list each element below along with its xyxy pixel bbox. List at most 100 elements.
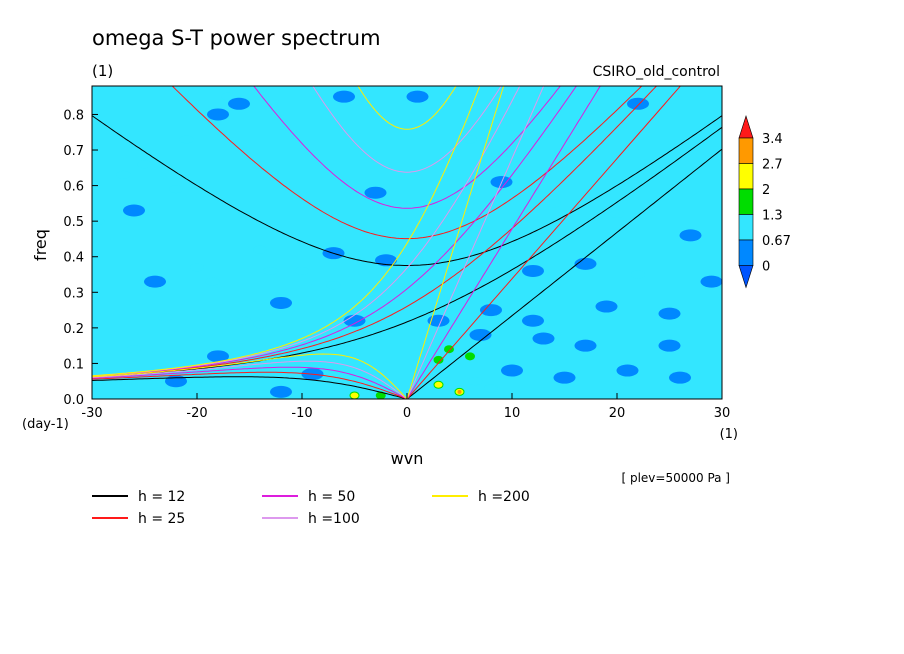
contour-patch [228,97,250,110]
contour-patch [700,275,722,288]
contour-patch [468,377,483,386]
chart-subtitle-left: (1) [92,62,113,80]
contour-patch [484,384,498,393]
legend-label: h = 50 [308,489,355,505]
contour-patch [522,264,544,277]
contour-patch [270,385,292,398]
colorbar-label: 3.4 [762,132,783,147]
contour-patch [179,135,194,144]
colorbar-label: 0.67 [762,234,791,249]
dispersion-curve [92,86,521,377]
contour-patch [207,350,229,363]
y-tick-label: 0.7 [63,144,84,159]
contour-patch [221,92,236,101]
colorbar-label: 2 [762,183,770,198]
dispersion-curve [92,353,408,399]
contour-patch [169,185,183,194]
x-tick-label: 20 [609,406,626,421]
footnote: [ plev=50000 Pa ] [621,471,730,485]
contour-patch [190,263,204,272]
contour-patch [501,364,523,377]
contour-patch [295,266,309,275]
contour-patch [463,135,477,144]
x-axis: -30 -20 -10 0 10 20 30 [81,393,730,421]
contour-patch [444,345,454,354]
contour-patch [669,371,691,384]
x-tick-label: -10 [291,406,312,421]
dispersion-curve [357,86,457,130]
contour-patch [595,300,618,313]
dispersion-curve [92,86,658,378]
y-tick-label: 0.0 [63,393,84,408]
contour-patch [123,204,145,217]
contour-patch [469,328,492,341]
x-axis-unit: (1) [720,427,738,442]
colorbar-segment [738,214,754,241]
contour-patch [610,210,624,219]
colorbar: 3.4 2.7 2 1.3 0.67 0 [738,115,791,289]
dispersion-curve [406,86,545,399]
contour-patch [263,266,278,275]
contour-patch [127,345,141,354]
contour-patch [532,332,555,345]
legend-label: h = 25 [138,511,185,527]
legend-label: h = 12 [138,489,185,505]
x-tick-label: -20 [186,406,207,421]
colorbar-segment [738,163,754,190]
contour-patch [343,314,366,327]
x-tick-label: 10 [504,406,521,421]
dispersion-curve [92,126,722,378]
contour-patch [270,296,292,309]
colorbar-segment [738,137,754,164]
contour-patch [205,277,220,286]
dispersion-curve [406,86,601,399]
contour-patch [92,217,105,226]
contour-patch [406,90,429,103]
y-tick-label: 0.1 [63,357,84,372]
y-tick-label: 0.3 [63,286,84,301]
dispersion-curve [312,86,502,173]
contour-patch [658,339,681,352]
colorbar-label: 1.3 [762,209,783,224]
colorbar-segment [738,239,754,266]
y-tick-label: 0.8 [63,108,84,123]
contour-patch [158,313,173,322]
dispersion-curve [406,86,682,399]
contour-patch [364,186,387,199]
x-tick-label: 30 [714,406,731,421]
contour-patch [253,320,267,329]
contour-patch [522,314,544,327]
y-axis: 0.0 0.1 0.2 0.3 0.4 0.5 0.6 0.7 0.8 [63,108,98,408]
contour-patch [616,364,639,377]
dispersion-curve [92,86,577,377]
y-axis-label: freq [31,229,50,261]
contour-patch [116,170,131,179]
y-axis-unit: (day-1) [22,417,69,432]
colorbar-segment [738,188,754,215]
x-tick-label: -30 [81,406,102,421]
legend-label: h =100 [308,511,360,527]
contour-patch [547,199,561,208]
dispersion-curve [406,86,505,399]
colorbar-min-arrow [738,265,754,289]
contour-patch [350,392,359,399]
contour-patch [480,304,502,317]
dispersion-curve [92,86,481,377]
contour-patch [442,355,456,364]
dispersion-curve [406,148,722,399]
colorbar-label: 0 [762,260,770,275]
dispersion-curve [253,86,561,209]
plot-area [91,85,723,400]
y-tick-label: 0.5 [63,215,84,230]
contour-patch [253,245,267,254]
contour-patch [426,366,441,375]
dispersion-curve [92,371,408,399]
contour-patch [658,307,681,320]
dispersion-curve [92,376,408,399]
y-tick-label: 0.2 [63,322,84,337]
y-tick-label: 0.4 [63,251,84,266]
chart-subtitle-right: CSIRO_old_control [593,64,720,80]
contour-patch [375,254,397,267]
x-axis-label: wvn [391,449,424,468]
